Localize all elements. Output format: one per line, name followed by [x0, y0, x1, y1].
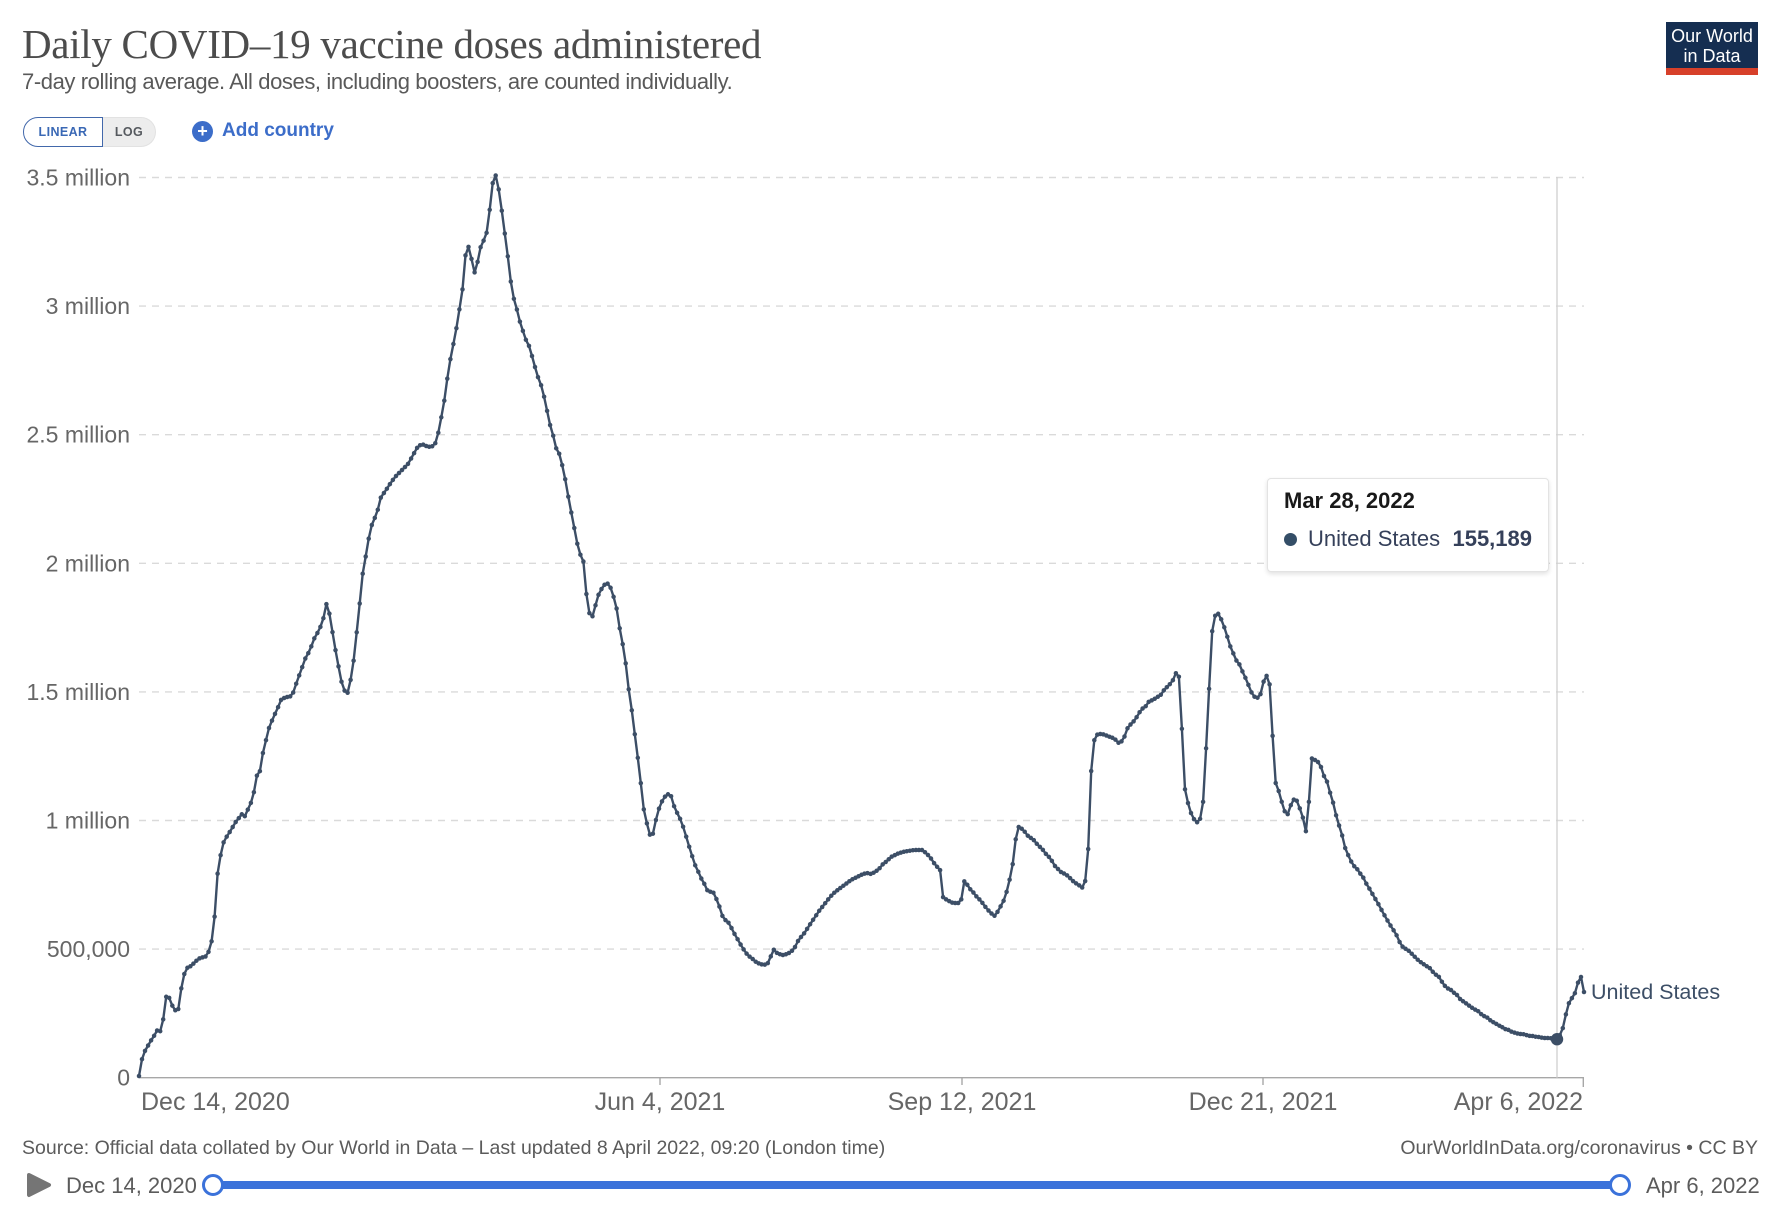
svg-text:0: 0	[117, 1065, 130, 1091]
svg-text:Dec 21, 2021: Dec 21, 2021	[1189, 1088, 1338, 1116]
svg-text:Dec 14, 2020: Dec 14, 2020	[141, 1088, 290, 1116]
svg-text:2 million: 2 million	[46, 550, 130, 576]
svg-text:3 million: 3 million	[46, 293, 130, 319]
svg-text:Jun 4, 2021: Jun 4, 2021	[595, 1088, 726, 1116]
svg-text:Sep 12, 2021: Sep 12, 2021	[888, 1088, 1037, 1116]
svg-text:1 million: 1 million	[46, 808, 130, 834]
svg-text:United States: United States	[1591, 980, 1720, 1004]
svg-text:Apr 6, 2022: Apr 6, 2022	[1454, 1088, 1583, 1116]
svg-text:3.5 million: 3.5 million	[26, 165, 130, 191]
svg-text:1.5 million: 1.5 million	[26, 679, 130, 705]
svg-text:2.5 million: 2.5 million	[26, 422, 130, 448]
svg-text:500,000: 500,000	[47, 936, 130, 962]
